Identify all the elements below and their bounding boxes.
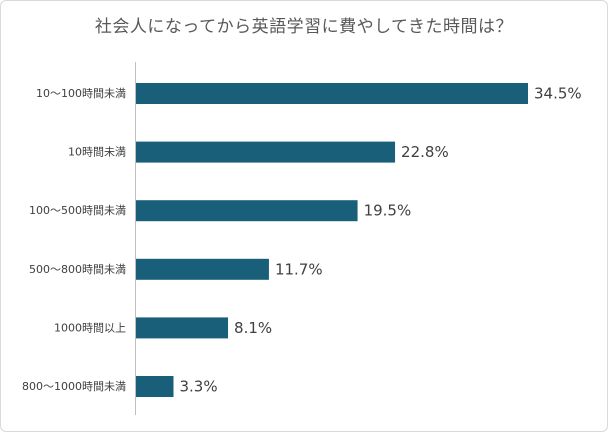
- category-label: 10時間未満: [68, 146, 126, 159]
- bar: [136, 200, 358, 222]
- category-label: 800〜1000時間未満: [22, 380, 126, 393]
- category-label: 100〜500時間未満: [29, 204, 126, 217]
- data-label: 11.7%: [275, 260, 323, 278]
- data-label: 22.8%: [401, 143, 449, 161]
- bars-group: 10〜100時間未満 34.5% 10時間未満 22.8% 100〜500時間未満 19.…: [22, 83, 582, 397]
- bar: [136, 141, 396, 163]
- bar: [136, 83, 528, 104]
- bar: [136, 376, 174, 397]
- category-label: 10〜100時間未満: [36, 87, 126, 100]
- data-label: 8.1%: [234, 319, 272, 337]
- chart-title: 社会人になってから英語学習に費やしてきた時間は？: [94, 17, 514, 37]
- data-label: 3.3%: [179, 378, 217, 396]
- data-label: 19.5%: [364, 202, 412, 220]
- data-label: 34.5%: [534, 85, 582, 103]
- category-label: 1000時間以上: [54, 321, 126, 334]
- bar: [136, 317, 229, 339]
- category-label: 500〜800時間未満: [29, 263, 126, 276]
- bar: [136, 258, 269, 280]
